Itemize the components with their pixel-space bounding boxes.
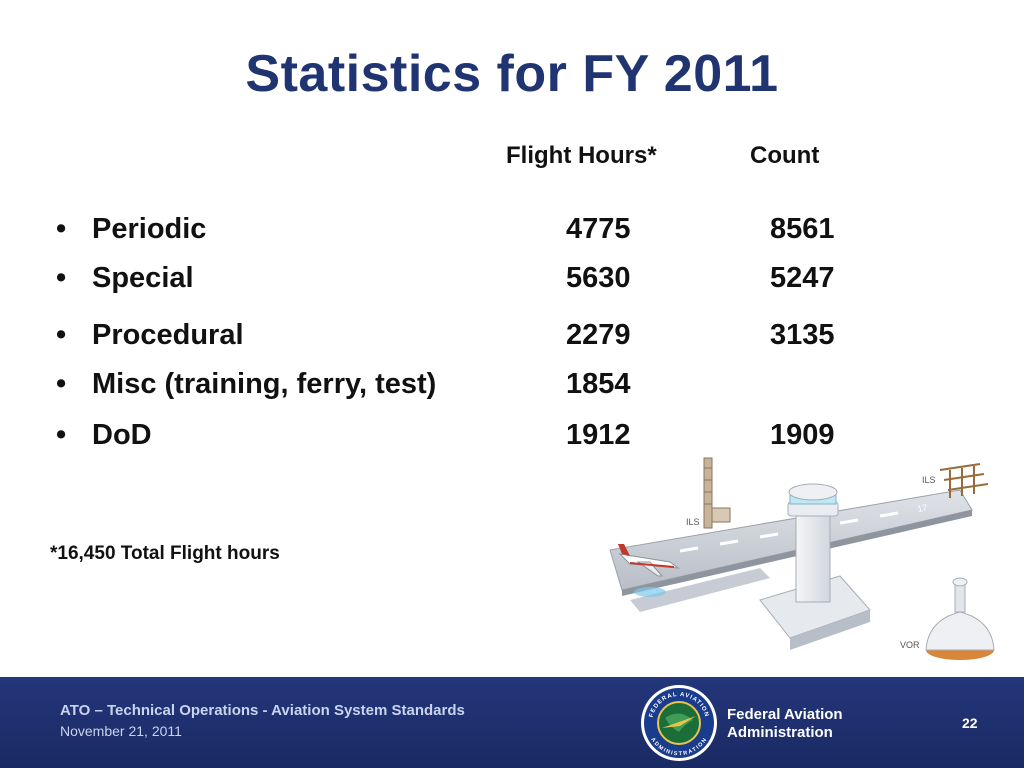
footnote: *16,450 Total Flight hours [50,543,280,564]
row-label: Periodic [92,213,207,245]
ils-label-right: ILS [922,475,936,485]
row-label: Misc (training, ferry, test) [92,368,437,400]
bullet-icon: • [56,368,67,400]
table-row: • Procedural 2279 3135 [0,319,1024,359]
table-row: • Periodic 4775 8561 [0,213,1024,253]
control-tower-icon [759,483,871,650]
table-row: • Misc (training, ferry, test) 1854 [0,368,1024,408]
vor-station-icon [925,577,995,660]
bullet-icon: • [56,262,67,294]
page-number: 22 [962,715,978,731]
table-row: • DoD 1912 1909 [0,419,1024,459]
footer-date: November 21, 2011 [60,723,182,739]
vor-label: VOR [900,640,920,650]
row-label: DoD [92,419,152,451]
row-label: Special [92,262,194,294]
row-count: 8561 [770,213,835,245]
column-header-count: Count [750,142,820,169]
row-label: Procedural [92,319,244,351]
bullet-icon: • [56,419,67,451]
row-count: 1909 [770,419,835,451]
column-header-flight-hours: Flight Hours* [506,142,657,169]
faa-seal-icon: FEDERAL AVIATION ADMINISTRATION [641,685,717,761]
row-count: 5247 [770,262,835,294]
row-flight-hours: 1854 [566,368,631,400]
footer-bar: ATO – Technical Operations - Aviation Sy… [0,677,1024,768]
row-flight-hours: 4775 [566,213,631,245]
airplane-icon [618,544,680,597]
table-row: • Special 5630 5247 [0,262,1024,302]
row-flight-hours: 5630 [566,262,631,294]
row-flight-hours: 1912 [566,419,631,451]
row-flight-hours: 2279 [566,319,631,351]
ils-label-left: ILS [686,517,700,527]
org-name-line1: Federal Aviation [727,706,843,723]
svg-text:17: 17 [917,502,929,514]
ils-antenna-left [703,457,731,529]
org-name: Federal Aviation Administration [727,706,843,742]
slide-title: Statistics for FY 2011 [245,45,779,103]
bullet-icon: • [56,213,67,245]
airport-illustration: 17 ILS ILS VOR [609,457,995,660]
row-count: 3135 [770,319,835,351]
ils-antenna-right [939,463,989,498]
bullet-icon: • [56,319,67,351]
footer-title: ATO – Technical Operations - Aviation Sy… [60,702,465,719]
org-name-line2: Administration [727,724,833,741]
